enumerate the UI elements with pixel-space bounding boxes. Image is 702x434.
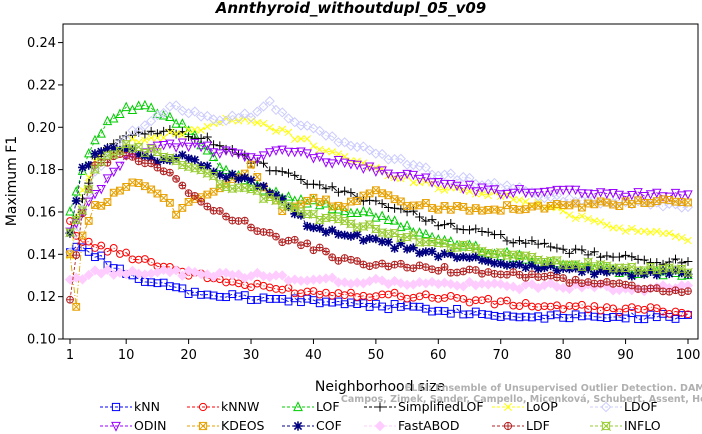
series-line [69,143,689,274]
legend-item-kdeos: KDEOS [187,418,265,433]
legend-label: LOF [316,399,340,414]
legend-label: ODIN [134,418,167,433]
y-tick-label: 0.24 [27,36,56,51]
legend: kNN kNNW LOF SimplifiedLOF LoOP LDOF ODIN KDEOS… [100,399,661,433]
series-ldf [66,150,692,304]
x-tick-label: 20 [180,348,197,363]
y-tick-label: 0.12 [27,290,56,305]
x-tick-label: 60 [430,348,447,363]
series-inflo [65,139,693,278]
legend-label: FastABOD [398,418,460,433]
legend-label: INFLO [624,418,661,433]
y-axis-label: Maximum F1 [4,136,20,226]
x-tick-label: 80 [555,348,572,363]
legend-item-cof: COF [282,418,342,433]
watermark-line-1: ELKI: Ensemble of Unsupervised Outlier D… [405,383,702,394]
legend-item-ldf: LDF [492,418,550,433]
y-axis: 0.10 0.12 0.14 0.16 0.18 0.20 0.22 0.24 [27,36,63,348]
legend-item-inflo: INFLO [590,418,661,433]
y-tick-label: 0.18 [27,163,56,178]
legend-label: LDOF [624,399,658,414]
series-line [69,129,689,265]
series-knnw [66,217,692,319]
y-tick-label: 0.16 [27,205,56,220]
chart-title: Annthyroid_withoutdupl_05_v09 [215,0,487,17]
legend-item-loop: LoOP [492,399,558,414]
legend-label: LDF [526,418,550,433]
legend-label: kNN [134,399,160,414]
x-axis-label: Neighborhood size [315,379,445,395]
legend-label: KDEOS [221,418,265,433]
legend-item-knnw: kNNW [187,399,259,414]
x-axis: 1 10 20 30 40 50 60 70 80 90 100 [66,339,701,363]
x-tick-label: 100 [676,348,701,363]
y-tick-label: 0.10 [27,333,56,348]
series-layer [64,96,694,324]
legend-item-fastabod: FastABOD [364,418,460,433]
x-tick-label: 50 [368,348,385,363]
series-markers [65,138,693,238]
x-tick-label: 30 [243,348,260,363]
legend-item-knn: kNN [100,399,160,414]
series-markers [65,143,693,281]
series-markers [66,150,692,304]
series-kdeos [66,160,692,311]
legend-label: SimplifiedLOF [398,399,484,414]
series-odin [65,138,693,238]
y-tick-label: 0.20 [27,121,56,136]
x-tick-label: 90 [617,348,634,363]
y-tick-label: 0.14 [27,248,56,263]
y-tick-label: 0.22 [27,78,56,93]
x-tick-label: 1 [66,348,74,363]
series-markers [65,139,693,278]
x-tick-label: 40 [305,348,322,363]
watermark-line-2: Campos, Zimek, Sander, Campello, Micenko… [341,394,702,405]
x-tick-label: 10 [118,348,135,363]
legend-item-odin: ODIN [100,418,167,433]
x-tick-label: 70 [492,348,509,363]
legend-label: kNNW [221,399,259,414]
legend-item-simplifiedlof: SimplifiedLOF [364,399,484,414]
legend-item-lof: LOF [282,399,340,414]
legend-item-ldof: LDOF [590,399,658,414]
plot-area [62,23,699,340]
series-cof [65,143,693,281]
plot-frame [62,23,699,340]
legend-label: COF [316,418,342,433]
legend-label: LoOP [526,399,558,414]
